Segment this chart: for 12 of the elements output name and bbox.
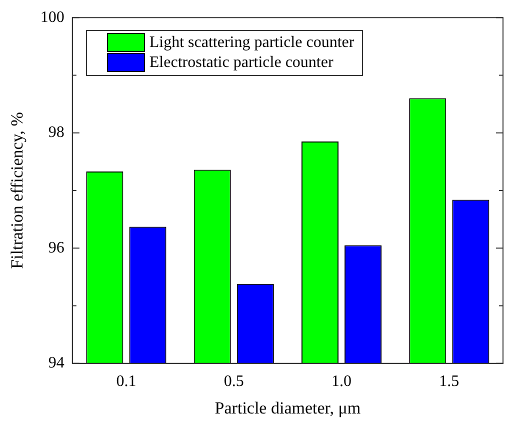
x-tick-label: 1.0 xyxy=(332,373,352,390)
x-axis-title: Particle diameter, μm xyxy=(214,398,361,418)
x-tick-label: 0.5 xyxy=(224,373,244,390)
y-axis-title: Filtration efficiency, % xyxy=(8,112,27,269)
y-tick-label: 96 xyxy=(48,239,64,256)
y-tick-label: 94 xyxy=(48,354,64,372)
y-tick-label: 98 xyxy=(48,124,64,142)
x-tick-label: 0.1 xyxy=(116,373,136,390)
y-tick-label: 100 xyxy=(40,8,64,26)
legend-label: Electrostatic particle counter xyxy=(149,54,334,72)
legend-label: Light scattering particle counter xyxy=(149,34,354,52)
x-tick-label: 1.5 xyxy=(439,373,460,390)
